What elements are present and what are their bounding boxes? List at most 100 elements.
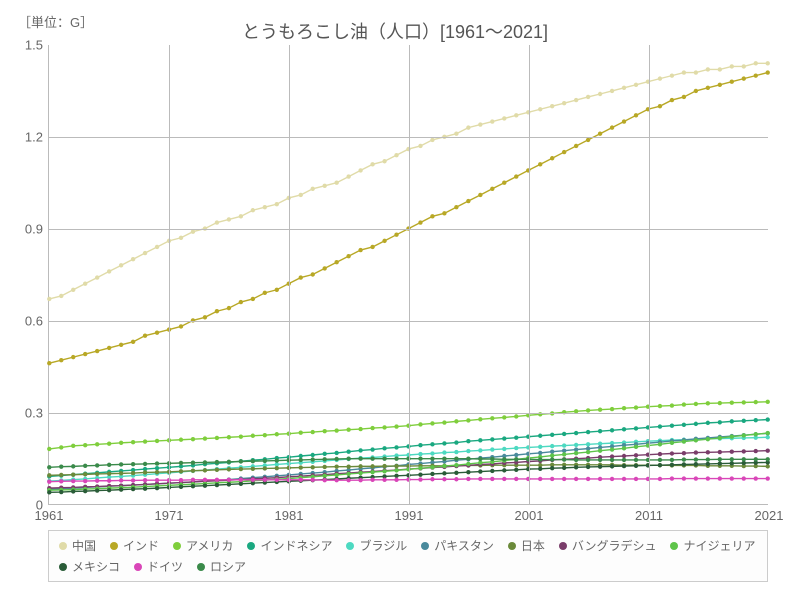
series-marker [622,464,626,468]
series-marker [766,464,770,468]
series-marker [658,104,662,108]
series-marker [550,104,554,108]
series-marker [191,229,195,233]
series-marker [478,122,482,126]
series-marker [478,477,482,481]
series-marker [682,402,686,406]
series-marker [550,156,554,160]
series-marker [694,457,698,461]
series-marker [47,465,51,469]
series-marker [754,432,758,436]
series-marker [275,288,279,292]
series-marker [179,461,183,465]
legend-dot-icon [247,542,255,550]
series-marker [478,438,482,442]
series-marker [730,457,734,461]
legend-label: バングラデシュ [572,537,657,554]
series-marker [502,116,506,120]
series-marker [514,453,518,457]
series-marker [574,431,578,435]
plot-area: 196119711981199120012011202100.30.60.91.… [48,45,768,505]
series-marker [586,442,590,446]
x-tick-label: 1971 [155,504,184,523]
series-marker [418,452,422,456]
legend-item: ロシア [197,558,246,575]
series-marker [694,450,698,454]
series-marker [322,465,326,469]
series-marker [682,476,686,480]
series-marker [634,453,638,457]
series-marker [658,452,662,456]
series-marker [251,467,255,471]
series-marker [598,464,602,468]
series-marker [382,446,386,450]
series-marker [622,119,626,123]
series-marker [83,352,87,356]
series-marker [227,460,231,464]
series-marker [394,445,398,449]
series-marker [754,400,758,404]
series-marker [538,107,542,111]
series-marker [143,251,147,255]
series-marker [718,450,722,454]
series-marker [263,466,267,470]
series-marker [754,418,758,422]
series-marker [203,468,207,472]
series-marker [586,465,590,469]
series-marker [766,417,770,421]
series-marker [155,439,159,443]
series-marker [95,472,99,476]
series-marker [634,445,638,449]
series-marker [490,187,494,191]
series-marker [514,113,518,117]
series-marker [658,463,662,467]
series-marker [706,462,710,466]
series-marker [239,478,243,482]
series-marker [514,435,518,439]
series-marker [574,465,578,469]
series-marker [442,477,446,481]
series-marker [598,458,602,462]
series-marker [430,477,434,481]
legend-item: 中国 [59,537,96,554]
series-marker [382,457,386,461]
series-marker [299,430,303,434]
series-marker [179,485,183,489]
series-marker [742,64,746,68]
series-marker [107,488,111,492]
series-marker [95,442,99,446]
series-marker [179,236,183,240]
series-marker [538,434,542,438]
legend-item: 日本 [508,537,545,554]
series-marker [346,472,350,476]
series-marker [203,460,207,464]
series-marker [322,452,326,456]
series-marker [382,478,386,482]
series-marker [742,476,746,480]
series-marker [586,408,590,412]
series-marker [478,457,482,461]
series-marker [191,437,195,441]
series-marker [454,477,458,481]
legend-dot-icon [670,542,678,550]
series-marker [311,465,315,469]
series-marker [95,349,99,353]
series-marker [502,436,506,440]
series-marker [251,297,255,301]
series-marker [442,471,446,475]
legend-label: インド [123,537,159,554]
series-marker [610,477,614,481]
series-marker [634,405,638,409]
series-marker [490,447,494,451]
y-tick-label: 1.2 [25,130,49,145]
series-marker [394,424,398,428]
series-marker [442,441,446,445]
series-marker [490,457,494,461]
series-marker [670,98,674,102]
series-marker [730,401,734,405]
x-tick-label: 1991 [395,504,424,523]
series-marker [131,478,135,482]
series-marker [311,272,315,276]
legend-label: インドネシア [260,537,332,554]
series-marker [634,464,638,468]
